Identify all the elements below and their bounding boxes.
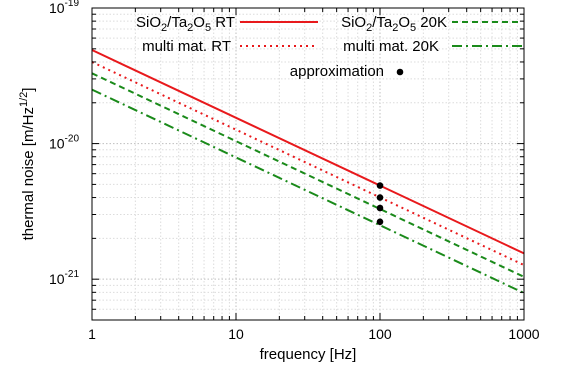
legend-label: SiO2/Ta2O5 20K <box>341 14 447 34</box>
legend-label: multi mat. RT <box>142 38 231 55</box>
series-line-0 <box>91 49 525 255</box>
x-tick-label: 10 <box>228 326 244 342</box>
legend-label: multi mat. 20K <box>343 38 439 55</box>
x-tick-label: 100 <box>368 326 392 342</box>
y-tick-label: 10-20 <box>49 134 79 152</box>
approximation-point <box>376 194 384 201</box>
legend: SiO2/Ta2O5 RT SiO2/Ta2O5 20K multi mat. RT… <box>136 14 522 80</box>
y-axis-label: thermal noise [m/Hz1/2] <box>18 88 37 241</box>
series-line-2 <box>91 61 525 267</box>
approximation-point <box>376 182 384 189</box>
x-tick-label: 1000 <box>508 326 539 342</box>
approximation-point <box>376 218 384 226</box>
approximation-point <box>376 204 384 212</box>
series-line-3 <box>91 88 525 294</box>
y-tick-label: 10-21 <box>49 269 79 287</box>
grid <box>92 8 524 320</box>
legend-label: approximation <box>290 63 384 80</box>
plot-frame <box>91 7 525 321</box>
legend-label: SiO2/Ta2O5 RT <box>136 14 235 34</box>
x-axis-label: frequency [Hz] <box>260 346 357 363</box>
y-tick-label: 10-19 <box>49 0 79 16</box>
series-line-1 <box>91 72 525 278</box>
legend-point <box>396 68 404 76</box>
series-layer <box>91 49 525 294</box>
x-tick-label: 1 <box>88 326 96 342</box>
ticks: 1 10 100 1000 10-21 10-20 10-19 <box>49 0 540 342</box>
